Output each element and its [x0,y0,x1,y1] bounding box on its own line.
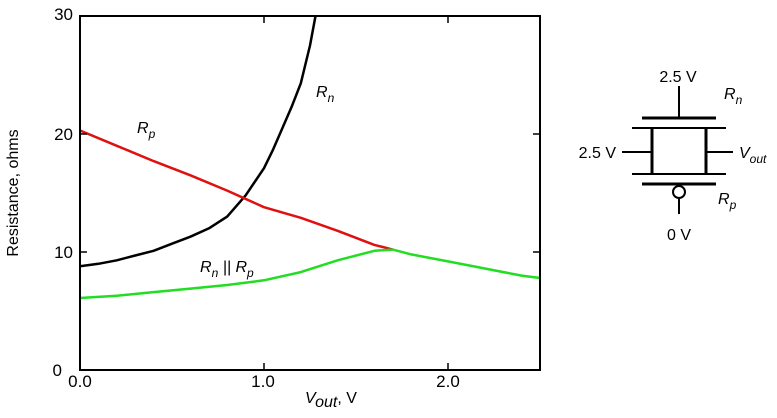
transmission-gate-schematic: 2.5 V Rn 2.5 V Vout Rp 0 V [579,69,767,244]
y-tick-label-20: 20 [54,125,73,144]
series-line-0 [79,15,317,268]
y-tick-label-10: 10 [54,243,73,262]
series-layer [79,15,541,300]
x-tick-label-0: 0.0 [68,372,92,391]
rp-label: Rp [718,191,737,212]
y-tick-label-0: 0 [53,361,62,380]
label-rn: Rn [316,84,335,105]
x-tick-label-1: 1.0 [251,372,275,391]
bottom-voltage-label: 0 V [667,227,691,244]
plot-frame [79,15,541,371]
pmos-inversion-bubble [672,185,686,199]
series-line-2 [79,248,541,300]
series-line-1 [79,129,394,251]
label-rn-parallel-rp: Rn || Rp [200,259,254,280]
rn-label: Rn [724,86,743,107]
gate-voltage-label: 2.5 V [579,145,617,162]
tick-layer [79,15,540,371]
y-axis-label: Resistance, ohms [5,129,22,256]
vout-label: Vout [739,145,767,166]
x-tick-label-2: 2.0 [436,372,460,391]
top-voltage-label: 2.5 V [659,69,697,86]
y-tick-label-30: 30 [54,5,73,24]
label-rp: Rp [137,120,156,141]
x-axis-label: Vout, V [305,390,357,411]
